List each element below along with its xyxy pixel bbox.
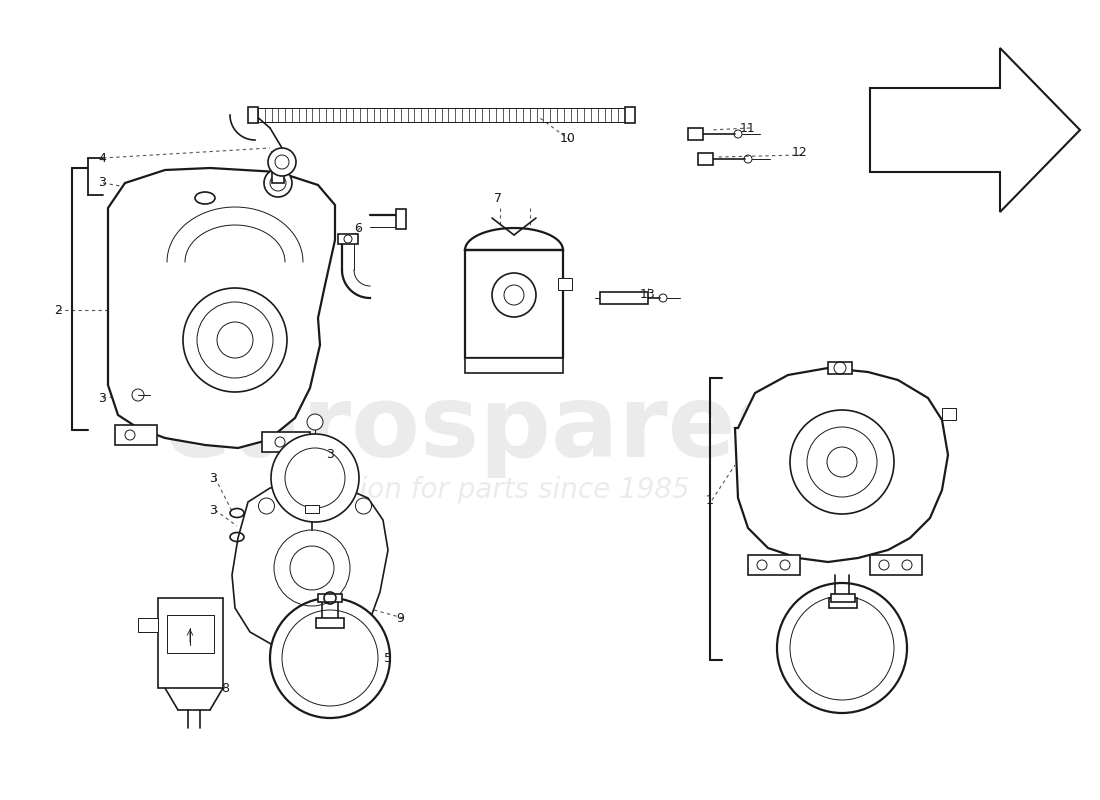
Text: 11: 11 (740, 122, 756, 134)
Text: 3: 3 (98, 177, 106, 190)
Bar (870, 555, 922, 575)
Circle shape (355, 498, 372, 514)
Bar (248, 107, 258, 123)
Bar (158, 598, 223, 688)
Bar (830, 594, 855, 602)
Bar (829, 598, 857, 608)
Circle shape (270, 598, 390, 718)
Text: 3: 3 (326, 449, 334, 462)
Bar (338, 234, 358, 244)
Circle shape (268, 148, 296, 176)
Text: 3: 3 (209, 471, 217, 485)
Text: 13: 13 (640, 289, 656, 302)
Bar (305, 505, 319, 513)
Text: eurospares: eurospares (164, 382, 796, 478)
Bar (688, 128, 703, 140)
Text: 5: 5 (384, 651, 392, 665)
Text: 3: 3 (98, 391, 106, 405)
Text: 8: 8 (221, 682, 229, 694)
Text: 7: 7 (494, 191, 502, 205)
Bar (167, 615, 214, 653)
Polygon shape (108, 168, 336, 448)
Bar (272, 152, 284, 183)
Text: 9: 9 (396, 611, 404, 625)
Bar (465, 250, 563, 358)
Text: 6: 6 (354, 222, 362, 234)
Bar (116, 425, 157, 445)
Circle shape (271, 434, 359, 522)
Bar (558, 278, 572, 290)
Bar (316, 618, 344, 628)
Text: 2: 2 (54, 303, 62, 317)
Bar (748, 555, 800, 575)
Text: 12: 12 (792, 146, 807, 159)
Bar (828, 362, 852, 374)
Polygon shape (735, 368, 948, 562)
Circle shape (183, 288, 287, 392)
Bar (698, 153, 713, 165)
Text: 10: 10 (560, 131, 576, 145)
Bar (262, 432, 310, 452)
Bar (625, 107, 635, 123)
Bar (318, 594, 342, 602)
Bar (942, 408, 956, 420)
Bar (465, 358, 563, 373)
Circle shape (258, 498, 275, 514)
Text: 1: 1 (706, 494, 714, 506)
Circle shape (777, 583, 907, 713)
Text: 3: 3 (209, 503, 217, 517)
Polygon shape (232, 485, 388, 655)
Text: 4: 4 (98, 151, 106, 165)
Text: a passion for parts since 1985: a passion for parts since 1985 (271, 476, 690, 504)
Bar (396, 209, 406, 229)
Bar (600, 292, 648, 304)
Circle shape (307, 414, 323, 430)
Bar (138, 618, 158, 632)
Circle shape (264, 169, 292, 197)
